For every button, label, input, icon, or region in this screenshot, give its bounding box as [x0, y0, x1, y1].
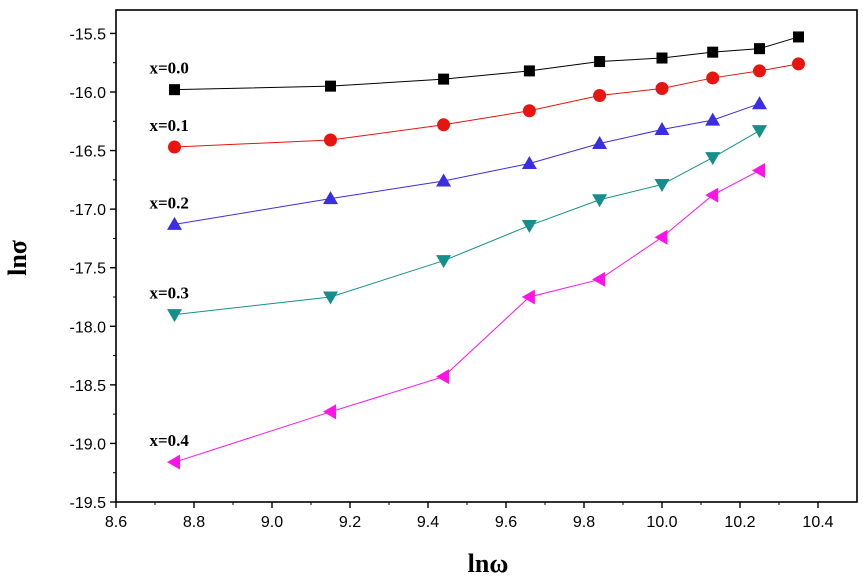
data-point: [523, 65, 535, 77]
x-tick-label: 8.8: [183, 514, 205, 531]
series-line: [174, 36, 799, 91]
x-tick-label: 9.0: [261, 514, 283, 531]
series-label: x=0.1: [150, 116, 189, 135]
data-point: [436, 369, 450, 385]
y-tick-label: -19.5: [70, 495, 107, 512]
data-point: [325, 80, 336, 92]
data-point: [592, 271, 606, 287]
data-point: [792, 57, 805, 71]
series-layer: [167, 31, 805, 470]
data-point: [167, 216, 182, 230]
data-point: [706, 71, 720, 85]
x-tick-label: 10.0: [646, 514, 677, 531]
series-2: [167, 96, 767, 230]
data-point: [437, 118, 451, 132]
y-tick-label: -16.0: [70, 85, 107, 102]
series-label-layer: x=0.0 x=0.1 x=0.2 x=0.3 x=0.4: [150, 59, 190, 451]
x-tick-label: 8.6: [105, 514, 127, 531]
data-point: [754, 43, 765, 55]
data-point: [324, 133, 337, 147]
y-axis-title: lnσ: [3, 240, 32, 276]
y-tick-label: -15.5: [70, 26, 107, 43]
series-label: x=0.3: [150, 284, 189, 303]
data-point: [521, 289, 535, 305]
data-point: [655, 81, 669, 95]
data-point: [654, 229, 668, 245]
series-line: [174, 103, 760, 225]
y-tick-label: -18.0: [70, 319, 107, 336]
data-point: [521, 220, 537, 234]
data-point: [167, 454, 180, 470]
data-point: [169, 84, 180, 96]
x-tick-label: 9.2: [339, 514, 361, 531]
data-point: [752, 96, 767, 110]
series-line: [174, 170, 760, 463]
data-point: [654, 121, 670, 135]
x-axis-title: lnω: [468, 549, 509, 578]
series-line: [174, 130, 760, 316]
series-label: x=0.2: [150, 193, 189, 212]
series-label: x=0.0: [150, 59, 189, 78]
axes-layer: 8.6 8.8 9.0 9.2 9.4 9.6 9.8 10.0 10.2 10.4 -15.5 -1…: [70, 9, 858, 531]
x-tick-label: 10.4: [802, 514, 833, 531]
y-tick-label: -18.5: [70, 378, 107, 395]
data-point: [323, 404, 336, 420]
y-tick-label: -17.0: [70, 202, 107, 219]
data-point: [594, 56, 606, 68]
series-label: x=0.4: [150, 431, 190, 450]
data-point: [323, 191, 338, 205]
data-point: [752, 125, 767, 139]
x-tick-label: 9.6: [495, 514, 517, 531]
x-tick-label: 10.2: [724, 514, 755, 531]
data-point: [793, 31, 804, 43]
data-point: [654, 179, 670, 193]
data-point: [438, 73, 450, 85]
data-point: [436, 173, 452, 187]
data-point: [705, 152, 721, 166]
data-point: [168, 140, 181, 154]
data-point: [707, 46, 719, 58]
series-0: [169, 31, 804, 96]
data-point: [521, 155, 537, 169]
data-point: [592, 136, 608, 150]
data-point: [656, 52, 668, 64]
plot-frame: [115, 9, 858, 503]
data-point: [436, 255, 452, 269]
data-point: [593, 89, 607, 103]
series-1: [168, 57, 805, 154]
data-point: [705, 112, 721, 126]
data-point: [323, 291, 338, 305]
y-tick-label: -19.0: [70, 436, 107, 453]
x-tick-label: 9.4: [417, 514, 439, 531]
x-tick-label: 9.8: [573, 514, 595, 531]
data-point: [522, 104, 536, 118]
data-point: [592, 194, 608, 208]
y-tick-label: -17.5: [70, 261, 107, 278]
series-3: [167, 125, 767, 323]
series-line: [174, 63, 799, 148]
data-point: [752, 162, 765, 178]
data-point: [705, 187, 719, 203]
y-tick-label: -16.5: [70, 144, 107, 161]
series-4: [167, 162, 765, 470]
data-point: [753, 64, 766, 78]
data-point: [167, 309, 182, 323]
